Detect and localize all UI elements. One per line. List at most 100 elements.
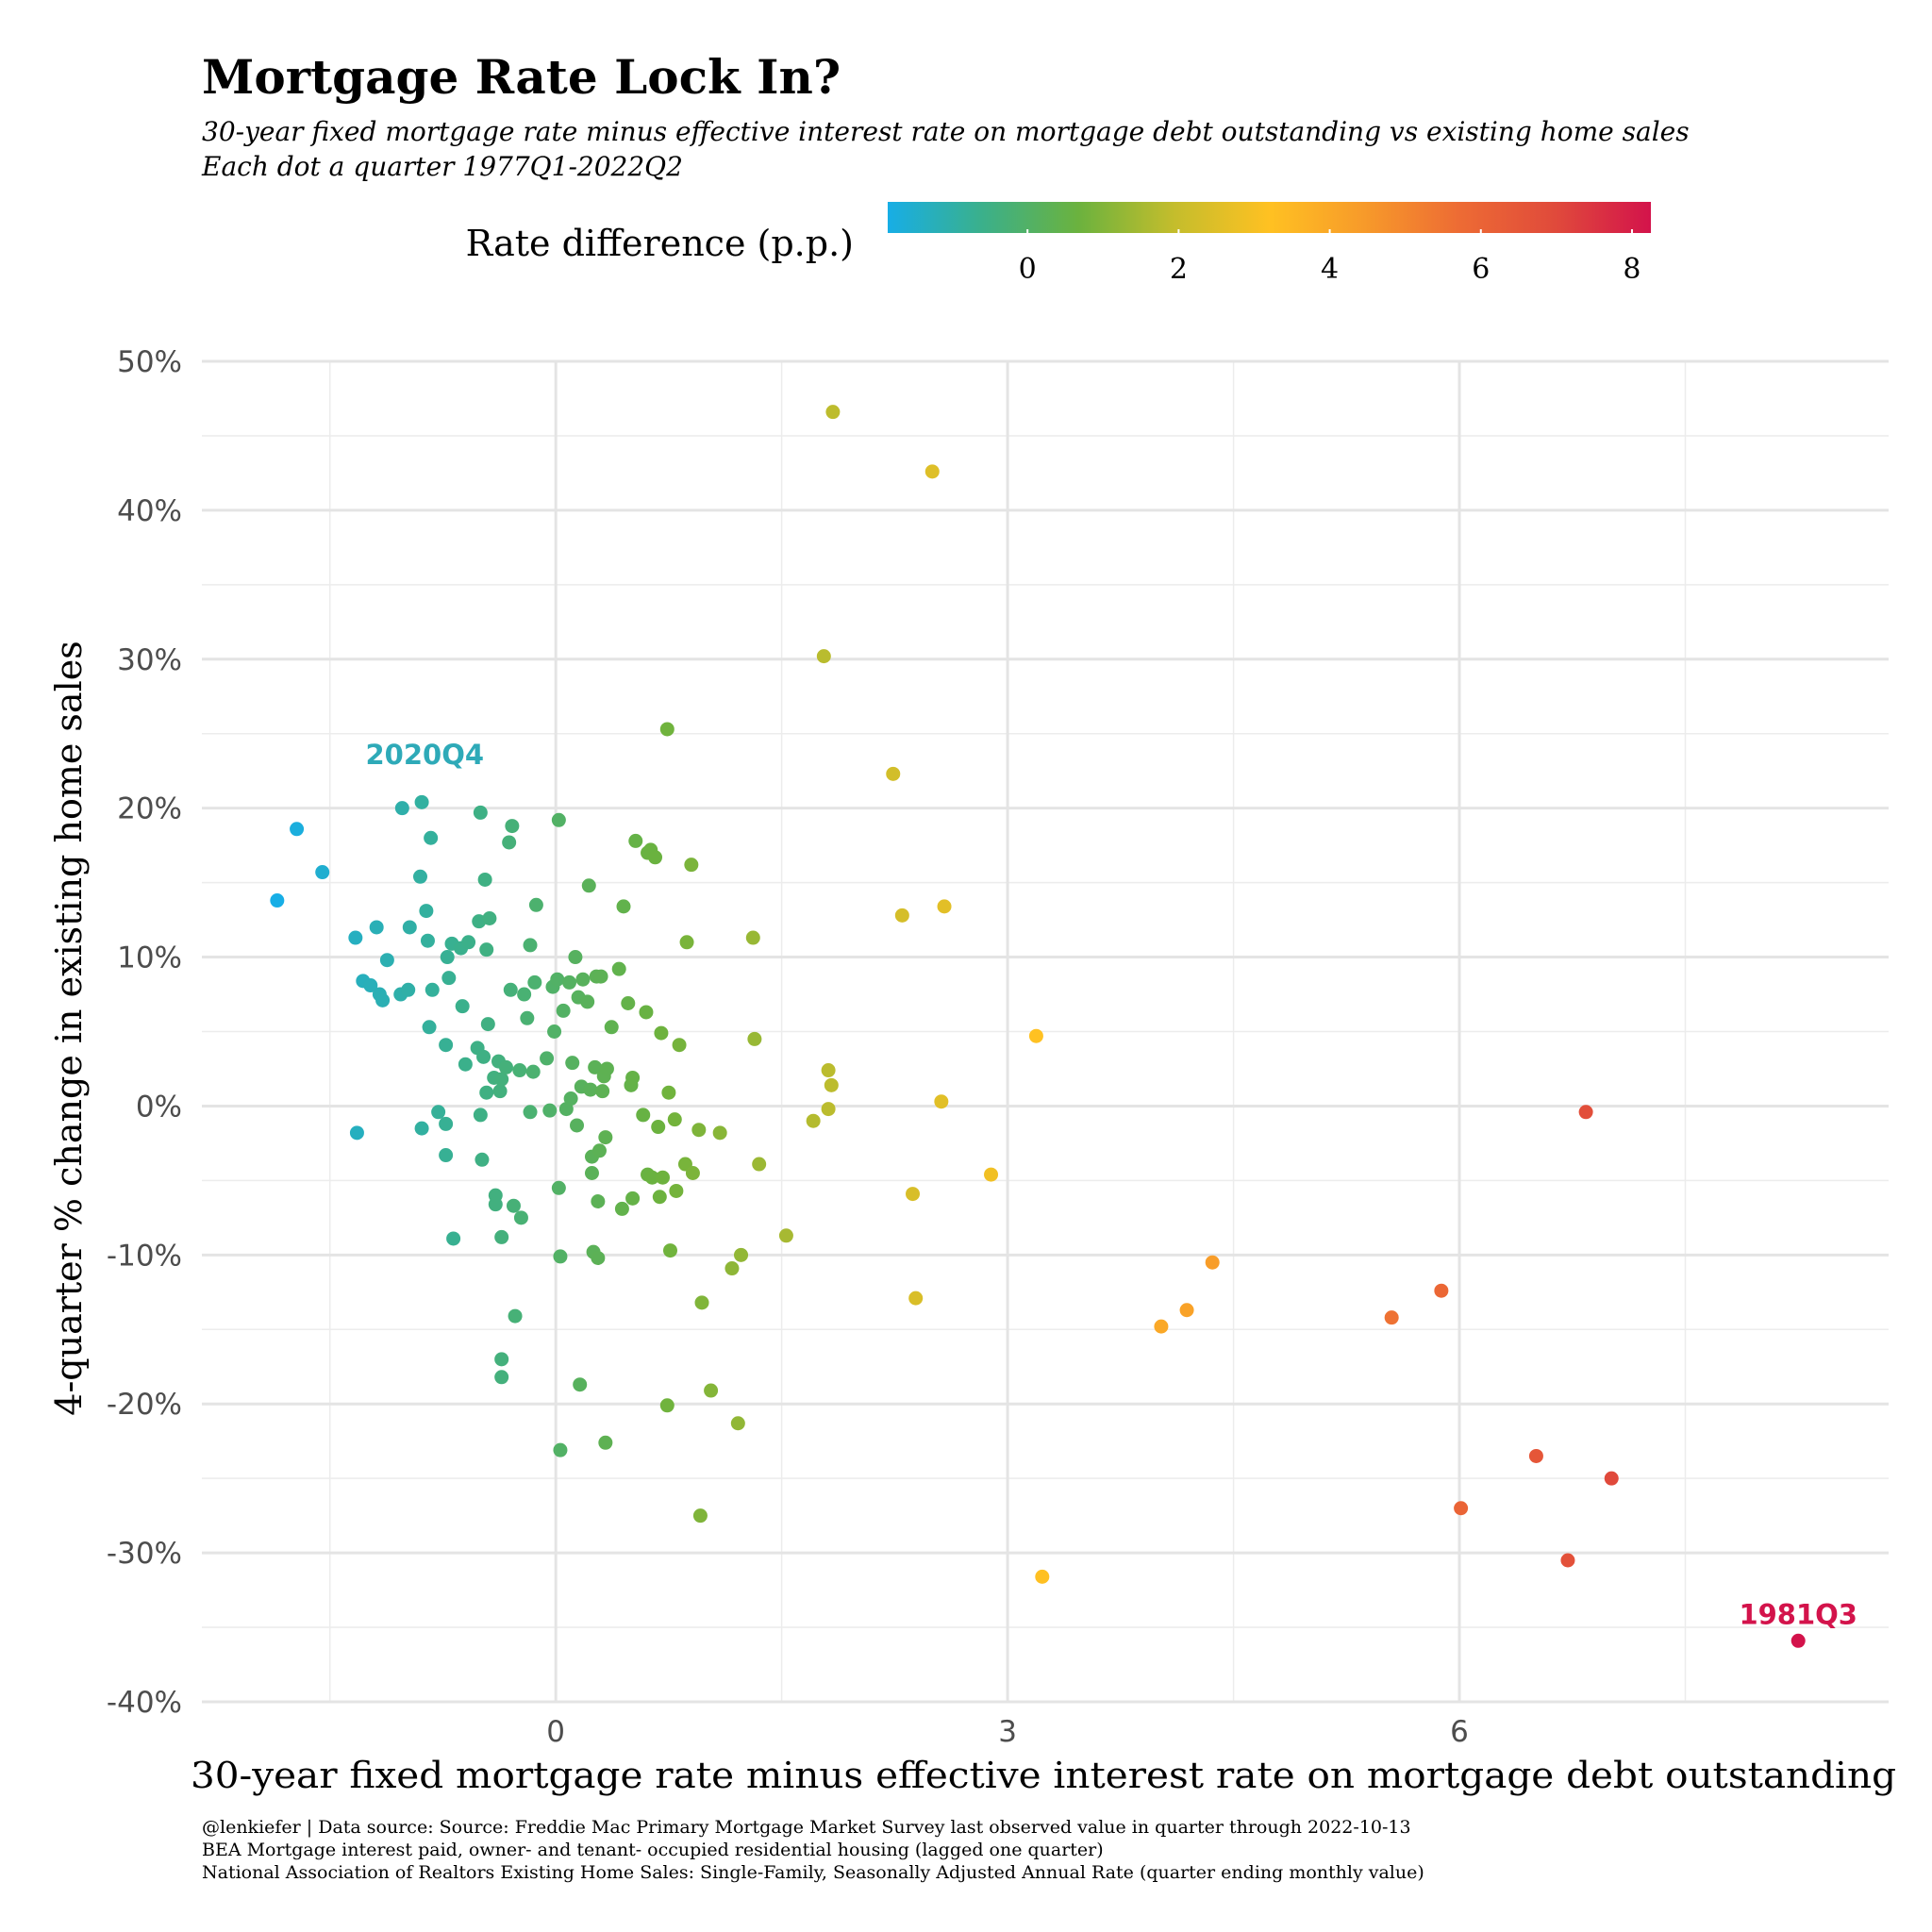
caption-line-3: National Association of Realtors Existin… [202, 1862, 1424, 1883]
data-point [934, 1094, 949, 1109]
y-tick-label: -20% [107, 1388, 182, 1422]
data-point [662, 1243, 677, 1258]
data-point [625, 1070, 641, 1085]
data-point [704, 1383, 719, 1398]
color-bar [888, 202, 1651, 233]
data-point [461, 935, 476, 950]
data-point [924, 464, 940, 479]
data-point [824, 1077, 839, 1092]
data-point [598, 1435, 613, 1450]
data-point [508, 1308, 523, 1324]
data-point [886, 766, 901, 781]
y-tick-label: 0% [136, 1090, 182, 1124]
data-point [816, 649, 831, 664]
data-point [420, 933, 435, 948]
data-point [476, 1049, 491, 1064]
data-point [369, 920, 384, 935]
data-point [1154, 1319, 1169, 1334]
color-bar-tick-label: 4 [1321, 253, 1339, 286]
color-bar-tick-label: 0 [1019, 253, 1037, 286]
data-point [659, 722, 675, 737]
data-point [593, 969, 608, 984]
data-point [520, 1010, 535, 1025]
y-tick-label: 10% [117, 941, 182, 975]
data-point [540, 1051, 555, 1066]
data-point [394, 801, 409, 816]
data-point [425, 982, 440, 997]
y-tick-label: -10% [107, 1239, 182, 1273]
data-point [525, 1064, 541, 1079]
data-point [984, 1167, 999, 1182]
data-point [894, 908, 909, 923]
data-point [505, 819, 520, 834]
data-point [414, 794, 429, 809]
data-point [654, 1025, 669, 1041]
data-point [1384, 1310, 1399, 1325]
data-point [639, 1005, 654, 1020]
data-point [562, 974, 577, 990]
data-point [441, 971, 457, 986]
x-tick-label: 0 [546, 1715, 565, 1749]
data-point [494, 1229, 509, 1244]
data-point [611, 961, 626, 976]
data-point [349, 1125, 364, 1141]
data-point [568, 950, 583, 965]
data-point [315, 865, 330, 880]
data-point [667, 1112, 682, 1127]
data-point [1434, 1283, 1449, 1298]
data-point [584, 1165, 599, 1180]
data-point [591, 1193, 606, 1208]
point-annotation-label: 2020Q4 [365, 739, 484, 771]
data-point [379, 953, 394, 968]
data-point [616, 899, 631, 914]
data-point [290, 822, 305, 837]
data-point [488, 1197, 503, 1212]
data-point [502, 835, 517, 850]
data-point [906, 1187, 921, 1202]
data-point [553, 1249, 568, 1264]
x-tick-label: 3 [998, 1715, 1017, 1749]
data-point [498, 1059, 513, 1074]
data-point [1790, 1633, 1806, 1648]
chart-subtitle-line-1: 30-year fixed mortgage rate minus effect… [202, 116, 1690, 147]
y-tick-label: 20% [117, 792, 182, 826]
chart-title: Mortgage Rate Lock In? [202, 49, 841, 105]
data-point [625, 1191, 641, 1206]
data-point [636, 1108, 651, 1123]
data-point [599, 1061, 614, 1076]
y-tick-label: 40% [117, 494, 182, 528]
data-point [363, 978, 378, 993]
data-point [692, 1508, 708, 1524]
data-point [414, 1121, 429, 1136]
data-point [778, 1228, 793, 1243]
data-point [439, 1116, 454, 1131]
data-point [494, 1072, 509, 1087]
data-point [412, 869, 427, 884]
data-point [523, 1105, 538, 1120]
data-point [591, 1250, 606, 1265]
data-point [547, 1024, 562, 1039]
data-point [458, 1057, 473, 1072]
data-point [821, 1102, 836, 1117]
y-tick-label: 50% [117, 345, 182, 379]
data-point [656, 1170, 671, 1185]
data-point [551, 1180, 566, 1195]
data-point [424, 830, 439, 845]
data-point [598, 1130, 613, 1145]
caption-line-2: BEA Mortgage interest paid, owner- and t… [202, 1840, 1104, 1860]
caption-line-1: @lenkiefer | Data source: Source: Freddi… [202, 1817, 1411, 1838]
data-point [513, 1210, 528, 1225]
point-annotation-label: 1981Q3 [1739, 1598, 1857, 1630]
data-point [494, 1352, 509, 1367]
data-point [494, 1370, 509, 1385]
data-point [551, 812, 566, 827]
data-point [517, 987, 532, 1002]
data-point [573, 1377, 588, 1392]
data-point [348, 930, 363, 945]
data-point [570, 1118, 585, 1133]
data-point [439, 1038, 454, 1053]
data-point [1578, 1105, 1593, 1120]
color-bar-tick-label: 6 [1472, 253, 1490, 286]
data-point [724, 1261, 740, 1276]
